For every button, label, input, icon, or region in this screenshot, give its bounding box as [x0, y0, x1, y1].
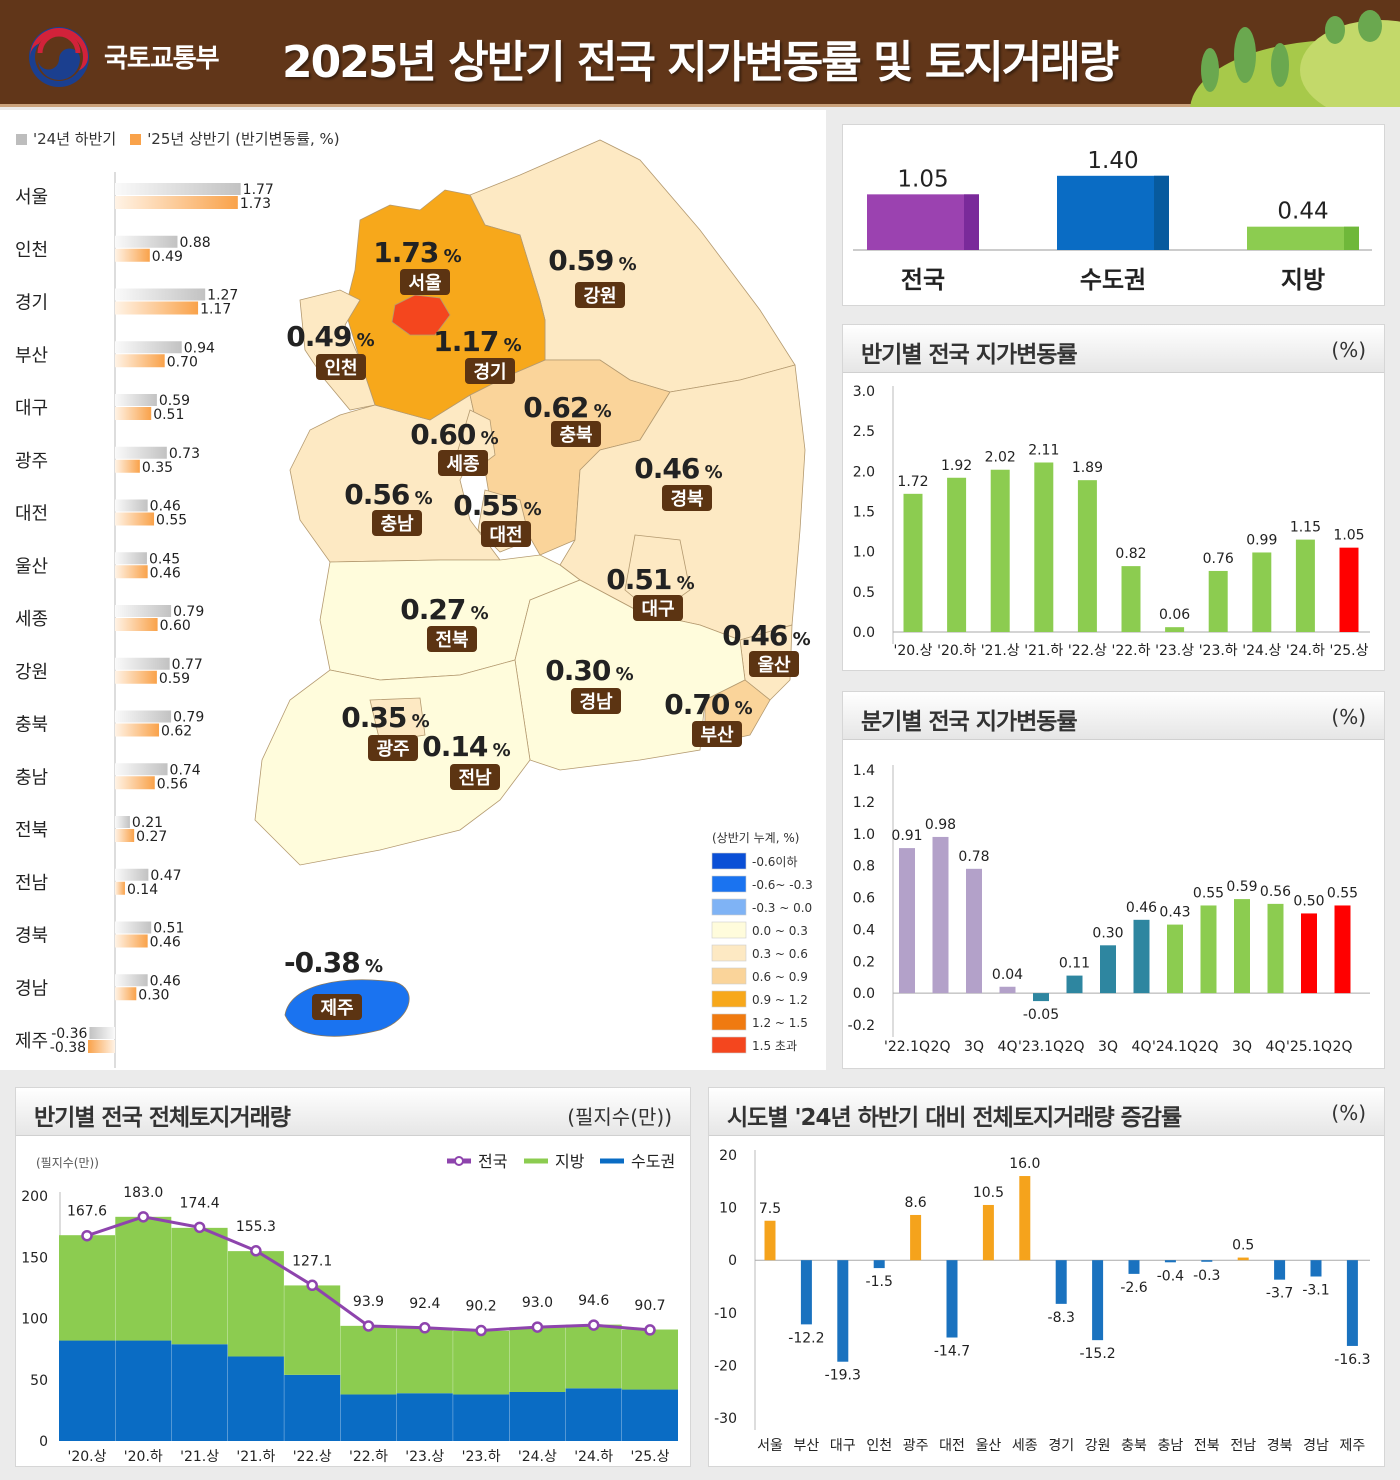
change-panel: 시도별 '24년 하반기 대비 전체토지거래량 증감률 (%) [708, 1087, 1385, 1467]
government-emblem-icon [29, 27, 89, 87]
ministry-name: 국토교통부 [104, 44, 220, 74]
quarter-title: 분기별 전국 지가변동률 [861, 709, 1078, 735]
half-year-panel: 반기별 전국 지가변동률 (%) [842, 324, 1385, 671]
trees-hill-decoration-icon [1190, 10, 1400, 107]
half-year-title: 반기별 전국 지가변동률 [861, 342, 1078, 368]
regional-legend: '24년 하반기 '25년 상반기 (반기변동률, %) [16, 128, 340, 149]
change-unit: (%) [1331, 1101, 1366, 1125]
legend-curr-label: '25년 상반기 (반기변동률, %) [147, 130, 340, 148]
legend-prev: '24년 하반기 [16, 128, 116, 149]
summary-panel [842, 124, 1385, 306]
volume-unit: (필지수(만)) [567, 1105, 672, 1129]
volume-panel: 반기별 전국 전체토지거래량 (필지수(만)) [15, 1087, 691, 1467]
half-year-unit: (%) [1331, 338, 1366, 362]
header-banner: 국토교통부 2025년 상반기 전국 지가변동률 및 토지거래량 [0, 0, 1400, 107]
volume-title: 반기별 전국 전체토지거래량 [34, 1105, 291, 1131]
quarter-unit: (%) [1331, 705, 1366, 729]
regional-panel [0, 110, 826, 1070]
legend-prev-label: '24년 하반기 [33, 130, 117, 148]
legend-curr: '25년 상반기 (반기변동률, %) [130, 128, 340, 149]
change-title: 시도별 '24년 하반기 대비 전체토지거래량 증감률 [727, 1105, 1182, 1131]
quarter-panel: 분기별 전국 지가변동률 (%) [842, 691, 1385, 1069]
page-title: 2025년 상반기 전국 지가변동률 및 토지거래량 [282, 37, 1119, 88]
